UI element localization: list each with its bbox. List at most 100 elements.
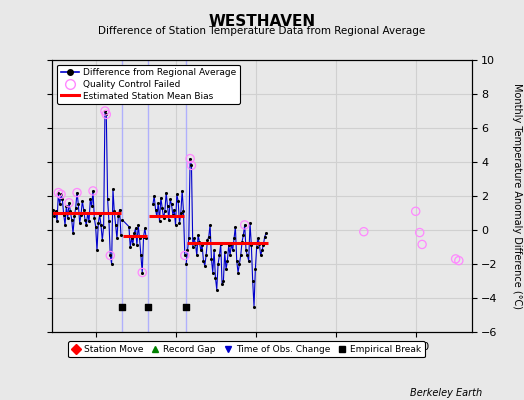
Point — [170, 206, 178, 213]
Point — [53, 218, 61, 225]
Point — [65, 200, 73, 206]
Point — [137, 252, 145, 259]
Point — [86, 196, 94, 202]
Point — [118, 216, 126, 223]
Point — [81, 216, 89, 223]
Point — [167, 201, 176, 208]
Point — [102, 111, 111, 118]
Point — [74, 201, 83, 208]
Point — [196, 247, 205, 254]
Point — [209, 269, 217, 276]
Point — [105, 218, 113, 225]
Point — [359, 228, 368, 235]
Point — [57, 191, 66, 198]
Text: Difference of Station Temperature Data from Regional Average: Difference of Station Temperature Data f… — [99, 26, 425, 36]
Point — [57, 191, 66, 198]
Y-axis label: Monthly Temperature Anomaly Difference (°C): Monthly Temperature Anomaly Difference (… — [512, 83, 522, 309]
Point — [73, 189, 81, 196]
Point — [68, 216, 76, 223]
Point — [159, 215, 168, 221]
Point — [239, 232, 247, 238]
Point — [106, 252, 114, 259]
Point — [66, 208, 74, 214]
Point — [231, 223, 239, 230]
Point — [88, 203, 96, 209]
Point — [70, 213, 79, 220]
Point — [112, 222, 120, 228]
Point — [144, 303, 152, 310]
Point — [195, 239, 204, 245]
Point — [258, 247, 266, 254]
Point — [102, 111, 111, 118]
Point — [169, 212, 177, 218]
Point — [176, 220, 184, 226]
Point — [135, 235, 144, 242]
Point — [134, 222, 143, 228]
Point — [189, 244, 197, 250]
Legend: Station Move, Record Gap, Time of Obs. Change, Empirical Break: Station Move, Record Gap, Time of Obs. C… — [68, 341, 425, 358]
Point — [151, 206, 160, 213]
Point — [130, 230, 138, 236]
Point — [113, 235, 121, 242]
Point — [245, 258, 253, 264]
Point — [138, 269, 146, 276]
Point — [75, 220, 84, 226]
Point — [58, 196, 67, 202]
Point — [186, 155, 194, 162]
Point — [248, 278, 257, 284]
Point — [218, 281, 226, 288]
Point — [246, 220, 254, 226]
Point — [211, 274, 220, 281]
Point — [138, 269, 146, 276]
Point — [94, 220, 103, 226]
Point — [182, 261, 190, 267]
Point — [228, 247, 237, 254]
Point — [73, 189, 81, 196]
Point — [132, 225, 140, 232]
Point — [215, 252, 224, 259]
Point — [201, 262, 209, 269]
Point — [238, 239, 246, 245]
Point — [216, 240, 225, 247]
Point — [77, 212, 85, 218]
Point — [214, 261, 222, 267]
Point — [250, 303, 258, 310]
Point — [191, 240, 200, 247]
Point — [256, 252, 265, 259]
Point — [181, 303, 190, 310]
Point — [178, 188, 187, 194]
Point — [199, 258, 208, 264]
Point — [127, 235, 136, 242]
Point — [202, 252, 210, 259]
Point — [204, 234, 213, 240]
Point — [221, 249, 229, 255]
Point — [162, 189, 170, 196]
Point — [149, 201, 157, 208]
Point — [95, 212, 104, 218]
Point — [416, 229, 424, 236]
Point — [110, 208, 118, 214]
Point — [118, 303, 126, 310]
Text: Berkeley Earth: Berkeley Earth — [410, 388, 482, 398]
Point — [101, 108, 109, 114]
Point — [157, 194, 165, 201]
Point — [172, 191, 181, 198]
Point — [198, 242, 206, 248]
Point — [253, 244, 261, 250]
Point — [243, 252, 252, 259]
Text: WESTHAVEN: WESTHAVEN — [209, 14, 315, 29]
Point — [92, 223, 100, 230]
Point — [107, 261, 116, 267]
Point — [106, 252, 114, 259]
Point — [103, 196, 112, 202]
Point — [259, 242, 268, 248]
Point — [184, 235, 193, 242]
Point — [210, 247, 219, 254]
Point — [80, 206, 88, 213]
Point — [190, 235, 198, 242]
Point — [206, 222, 214, 228]
Point — [187, 162, 195, 169]
Point — [150, 193, 158, 199]
Point — [85, 218, 93, 225]
Point — [117, 232, 125, 238]
